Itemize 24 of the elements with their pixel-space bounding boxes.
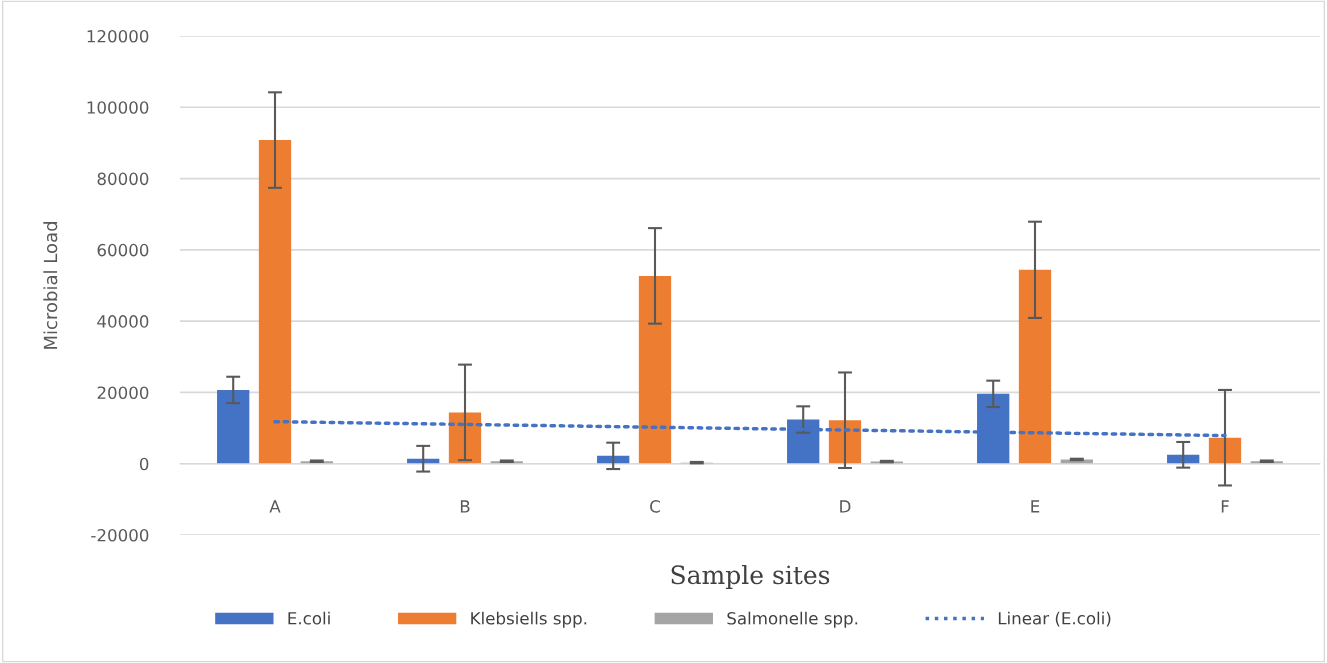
- y-tick-label: 100000: [87, 101, 149, 114]
- legend-label: Salmonelle spp.: [727, 611, 858, 628]
- x-tick-label: E: [1031, 500, 1040, 513]
- legend-label: Linear (E.coli): [998, 611, 1111, 627]
- y-axis-title: Microbial Load: [43, 222, 58, 349]
- y-tick-label: 120000: [87, 29, 149, 43]
- y-tick-label: -20000: [91, 528, 149, 542]
- y-tick-label: 20000: [97, 386, 149, 399]
- x-tick-label: C: [650, 500, 660, 513]
- y-tick-label: 60000: [97, 243, 149, 257]
- y-tick-label: 40000: [97, 315, 149, 328]
- x-tick-label: B: [460, 500, 470, 513]
- x-tick-label: A: [269, 500, 281, 513]
- x-tick-label: D: [840, 500, 851, 513]
- bar: [217, 389, 250, 464]
- bar: [1018, 269, 1052, 464]
- legend-label: Klebsiells spp.: [471, 611, 587, 628]
- y-tick-label: 0: [139, 457, 149, 471]
- x-axis-title: Sample sites: [671, 564, 830, 590]
- y-tick-label: 80000: [97, 172, 149, 186]
- bar: [258, 140, 292, 464]
- x-tick-label: F: [1221, 500, 1229, 513]
- bar: [638, 275, 672, 464]
- legend-label: E.coli: [288, 611, 330, 625]
